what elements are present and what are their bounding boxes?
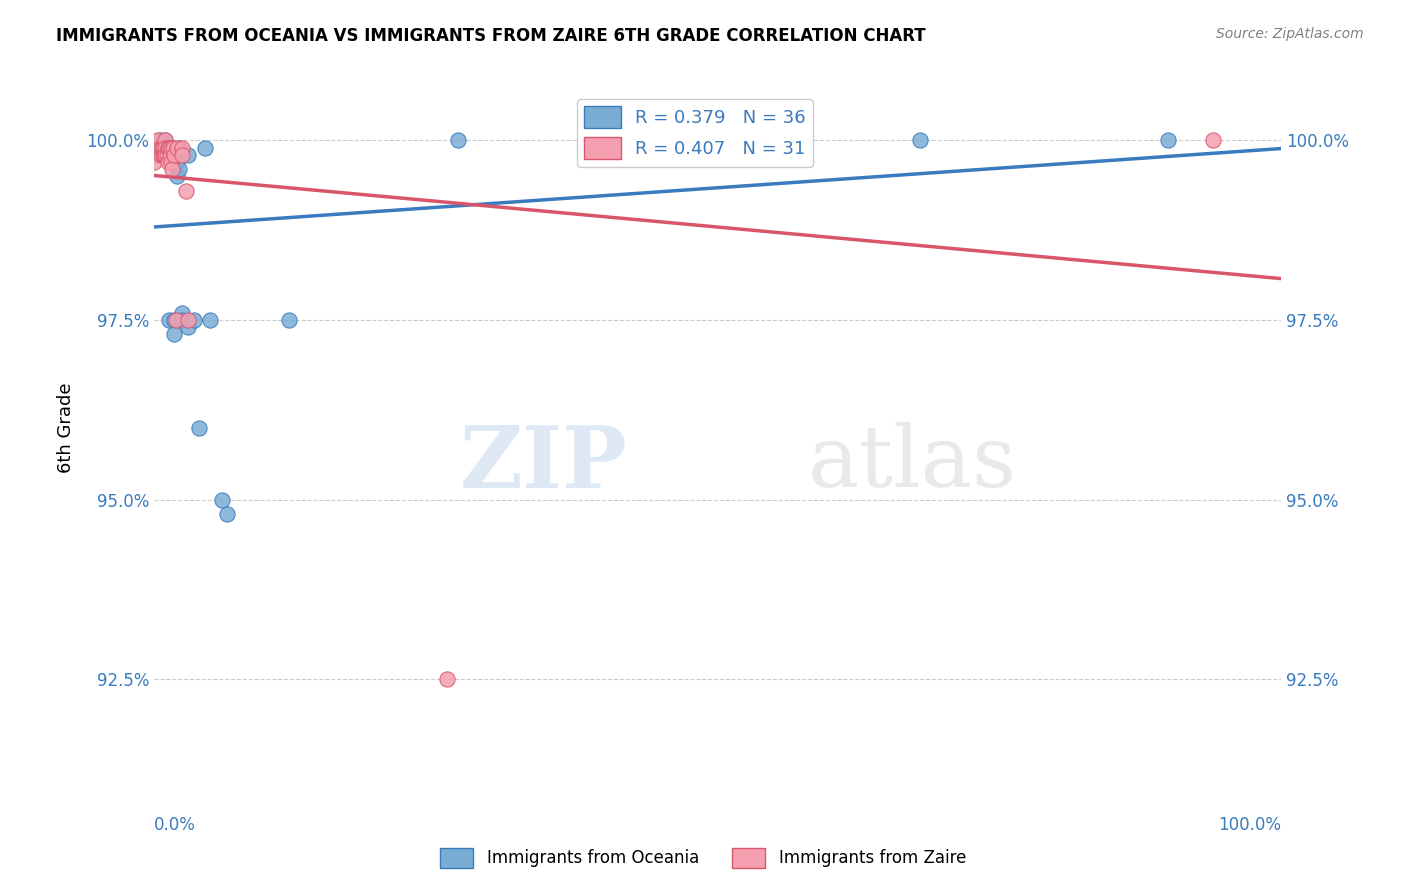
Point xyxy=(156,155,179,169)
Point xyxy=(162,140,184,154)
Point xyxy=(1202,133,1225,147)
Point xyxy=(155,147,177,161)
Point xyxy=(167,140,190,154)
Point xyxy=(167,162,190,177)
Point xyxy=(155,140,177,154)
Point xyxy=(1157,133,1180,147)
Point xyxy=(200,313,222,327)
Point xyxy=(146,133,169,147)
Point xyxy=(143,155,166,169)
Point xyxy=(910,133,932,147)
Point xyxy=(163,313,186,327)
Point xyxy=(156,140,179,154)
Point xyxy=(177,147,200,161)
Point xyxy=(160,140,183,154)
Point xyxy=(183,313,205,327)
Text: IMMIGRANTS FROM OCEANIA VS IMMIGRANTS FROM ZAIRE 6TH GRADE CORRELATION CHART: IMMIGRANTS FROM OCEANIA VS IMMIGRANTS FR… xyxy=(56,27,927,45)
Point xyxy=(172,306,194,320)
Point xyxy=(194,140,217,154)
Text: 0.0%: 0.0% xyxy=(155,815,195,834)
Point xyxy=(149,140,172,154)
Point xyxy=(157,140,180,154)
Point xyxy=(143,140,166,154)
Point xyxy=(155,133,177,147)
Point xyxy=(152,140,174,154)
Point xyxy=(436,672,458,686)
Point xyxy=(174,184,197,198)
Point xyxy=(155,140,177,154)
Point xyxy=(160,162,183,177)
Point xyxy=(278,313,301,327)
Text: Source: ZipAtlas.com: Source: ZipAtlas.com xyxy=(1216,27,1364,41)
Legend: Immigrants from Oceania, Immigrants from Zaire: Immigrants from Oceania, Immigrants from… xyxy=(433,841,973,875)
Point xyxy=(149,140,172,154)
Text: 100.0%: 100.0% xyxy=(1218,815,1281,834)
Point xyxy=(152,140,174,154)
Point xyxy=(177,320,200,334)
Point xyxy=(188,421,211,435)
Text: atlas: atlas xyxy=(807,422,1017,505)
Point xyxy=(143,140,166,154)
Point xyxy=(172,140,194,154)
Point xyxy=(177,313,200,327)
Point xyxy=(159,147,181,161)
Point xyxy=(156,147,179,161)
Point xyxy=(166,140,188,154)
Point xyxy=(143,147,166,161)
Point xyxy=(163,147,186,161)
Point xyxy=(447,133,470,147)
Point xyxy=(143,147,166,161)
Point xyxy=(152,147,174,161)
Point xyxy=(172,147,194,161)
Point xyxy=(162,147,184,161)
Point xyxy=(155,147,177,161)
Point xyxy=(160,155,183,169)
Point xyxy=(165,313,187,327)
Point xyxy=(163,327,186,342)
Legend: R = 0.379   N = 36, R = 0.407   N = 31: R = 0.379 N = 36, R = 0.407 N = 31 xyxy=(578,99,813,167)
Point xyxy=(160,155,183,169)
Point xyxy=(160,140,183,154)
Point xyxy=(217,507,239,521)
Point xyxy=(160,140,183,154)
Text: ZIP: ZIP xyxy=(460,422,627,506)
Point xyxy=(157,313,180,327)
Y-axis label: 6th Grade: 6th Grade xyxy=(58,383,75,473)
Point xyxy=(211,492,233,507)
Point xyxy=(166,169,188,184)
Point xyxy=(150,140,173,154)
Point xyxy=(160,147,183,161)
Point xyxy=(166,155,188,169)
Point xyxy=(156,140,179,154)
Point xyxy=(172,313,194,327)
Point xyxy=(149,147,172,161)
Point xyxy=(153,147,176,161)
Point xyxy=(149,133,172,147)
Point xyxy=(155,133,177,147)
Point xyxy=(155,147,177,161)
